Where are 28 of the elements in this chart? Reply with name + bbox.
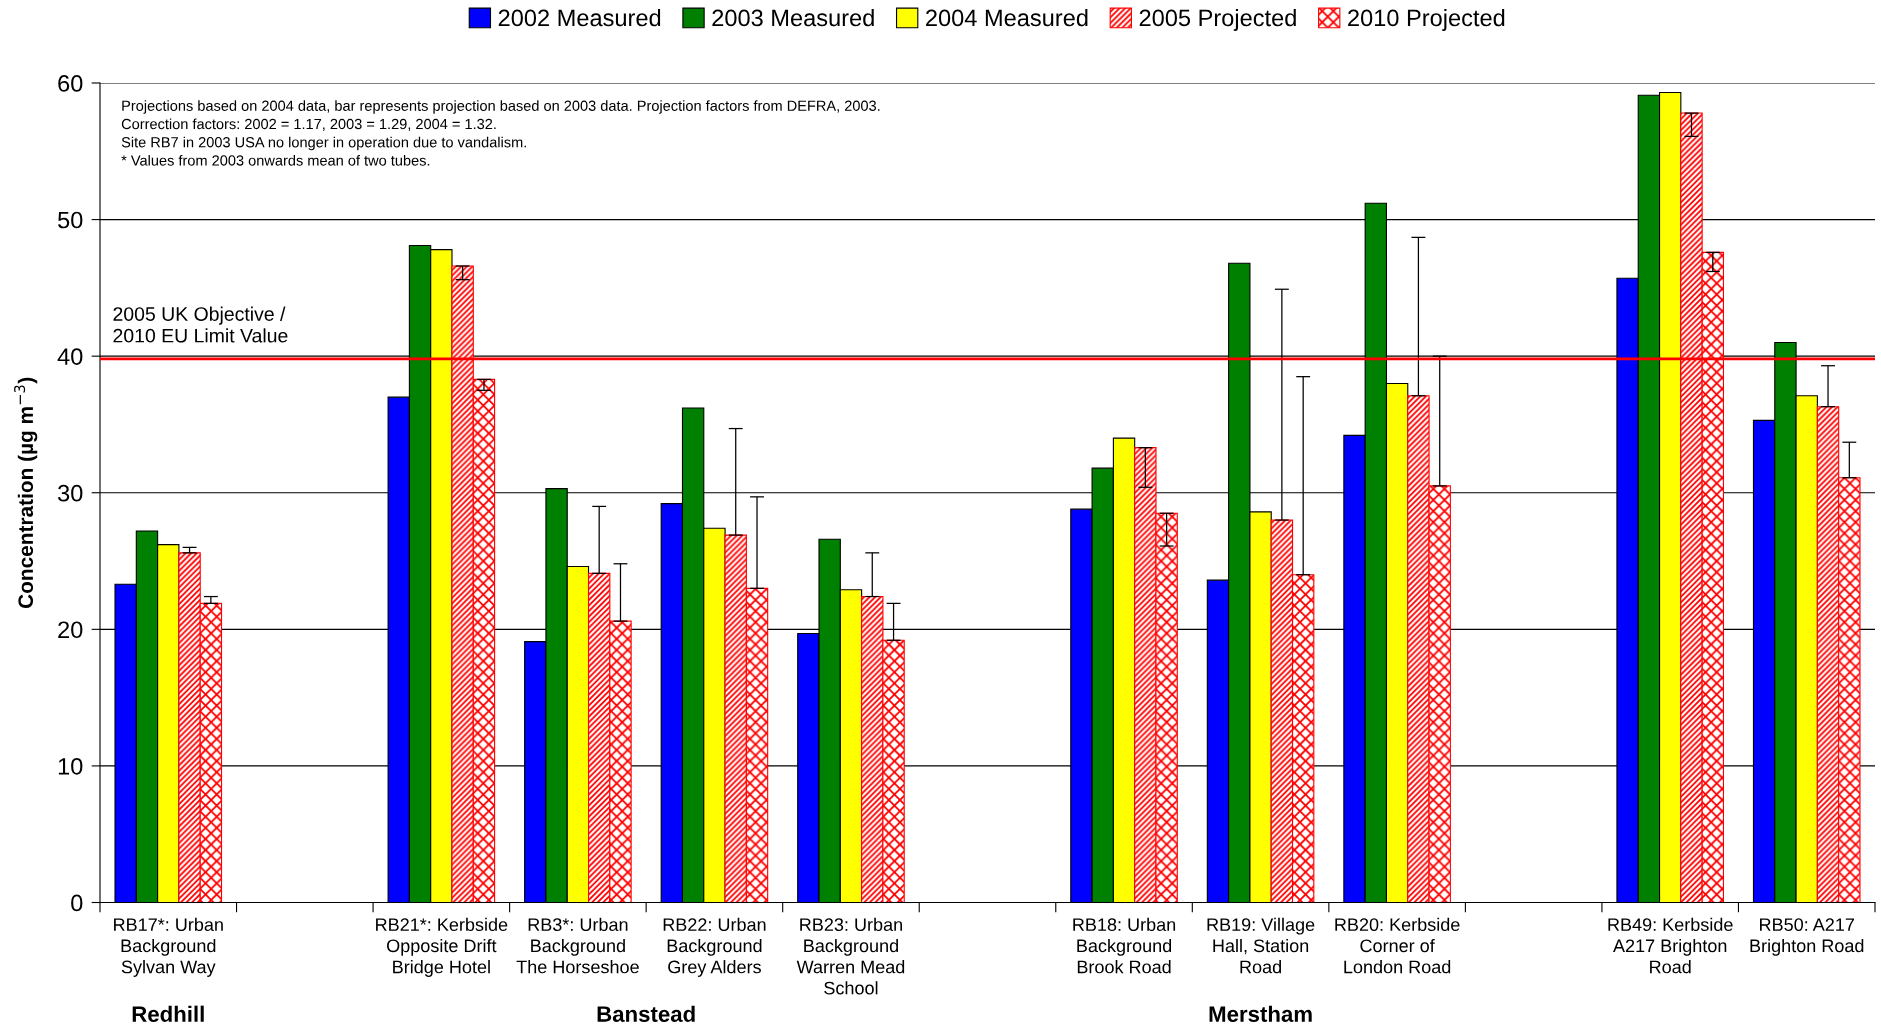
text: Merstham: [1209, 1005, 1312, 1022]
annotation: Projections based on 2004 data, bar represents projection based on 2003 data. Projection factors from DEFRA, 2003. Correction factors: 2002 = 1.17, 2003 = 1.29, 2004 = 1.32. Site RB7 in 2003 USA no longer in operation due to vandalism. * Values from 2003 onwards mean of two tubes.: [121, 100, 880, 166]
legend-label: 2005 Projected: [1139, 8, 1296, 31]
y-tick-label: 60: [58, 75, 83, 92]
legend-label: 2004 Measured: [926, 8, 1088, 27]
y-tick-label: 10: [58, 757, 83, 775]
y-tick-label: 0: [71, 894, 83, 912]
x-tick-label: RB17*: Urban Background Sylvan Way: [114, 917, 223, 977]
x-tick-label: RB18: Urban Background Brook Road: [1073, 917, 1176, 974]
text: Redhill: [132, 1005, 204, 1022]
legend-label: 2010 Projected: [1348, 8, 1505, 31]
legend-label: 2003 Measured: [712, 8, 874, 27]
text: Banstead: [597, 1005, 695, 1022]
x-tick-label: RB3*: Urban Background The Horseshoe: [516, 917, 639, 974]
x-tick-label: RB23: Urban Background Warren Mead School: [796, 917, 905, 995]
ref-line-label: 2005 UK Objective / 2010 EU Limit Value: [113, 306, 288, 343]
legend-label: 2002 Measured: [498, 8, 661, 27]
x-tick-label: RB21*: Kerbside Opposite Drift Bridge Hotel: [376, 917, 508, 977]
y-tick-label: 30: [57, 484, 83, 502]
x-tick-label: RB50: A217 Brighton Road: [1750, 918, 1864, 956]
y-tick-label: 50: [58, 211, 83, 229]
y-tick-label: 20: [58, 621, 83, 639]
x-tick-label: RB49: Kerbside A217 Brighton Road: [1608, 917, 1733, 974]
x-tick-label: RB19: Village Hall, Station Road: [1207, 917, 1315, 974]
y-tick-label: 40: [57, 348, 83, 365]
y-axis-title: Concentration (µg m$^{−3}$): [14, 377, 38, 609]
x-tick-label: RB22: Urban Background Grey Alders: [663, 917, 766, 977]
x-tick-label: RB20: Kerbside Corner of London Road: [1335, 917, 1460, 974]
